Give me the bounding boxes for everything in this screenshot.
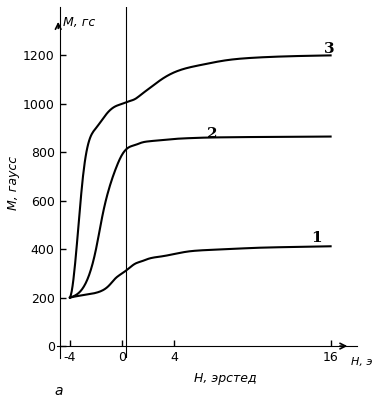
Text: 1: 1 xyxy=(311,231,322,245)
Y-axis label: M, гаусс: M, гаусс xyxy=(7,156,20,210)
Text: а: а xyxy=(54,384,63,398)
Text: M, гс: M, гс xyxy=(63,16,96,29)
Text: 3: 3 xyxy=(324,42,335,56)
Text: Н, э: Н, э xyxy=(352,358,373,368)
Text: 2: 2 xyxy=(207,127,217,141)
Text: Н, эрстед: Н, эрстед xyxy=(194,372,256,386)
